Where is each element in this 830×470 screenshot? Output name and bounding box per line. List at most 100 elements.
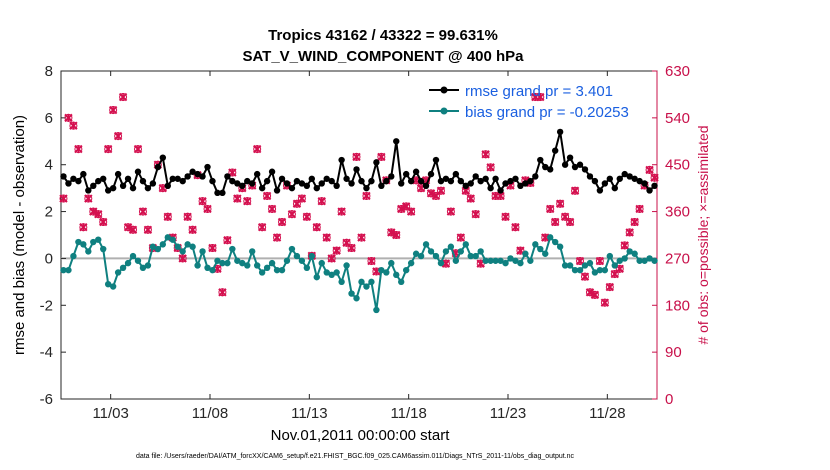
rmse-point [422,182,430,189]
rmse-point [234,180,241,187]
rmse-point [497,187,504,194]
bias-point [239,259,246,267]
y-tick-right-label: 180 [665,297,690,314]
bias-point [561,262,569,269]
rmse-point [134,168,142,175]
bias-point [293,252,301,260]
rmse-point [109,184,117,192]
y-tick-left-label: 8 [45,63,53,80]
bias-point [328,271,335,279]
bias-point [75,238,82,246]
obs-assimilated-point [322,233,331,242]
rmse-point [492,175,499,182]
obs-assimilated-point [74,144,83,154]
obs-assimilated-point [287,209,297,219]
y-tick-right-label: 540 [665,110,690,127]
rmse-point [288,184,296,192]
bias-point [457,248,465,255]
bias-point [114,269,122,276]
obs-assimilated-point [426,189,436,198]
bias-point [313,273,320,281]
rmse-point [542,163,549,171]
rmse-point [298,180,306,187]
bias-point [100,245,107,253]
bias-point [447,243,455,250]
obs-assimilated-point [511,222,520,232]
obs-assimilated-point [89,207,98,216]
bias-point [522,250,529,257]
rmse-point [596,187,604,194]
rmse-point [561,161,569,168]
obs-assimilated-point [456,233,466,242]
rmse-point [378,182,385,189]
bias-point [199,248,206,255]
obs-assimilated-point [645,165,654,175]
obs-assimilated-point [198,196,207,206]
rmse-point [114,170,122,178]
obs-assimilated-point [486,163,495,172]
bias-point [234,257,241,264]
bias-point [159,241,167,248]
bias-point [194,262,201,269]
y-tick-left-label: 2 [45,204,53,221]
chart-title-line1: Tropics 43162 / 43322 = 99.631% [268,27,498,44]
bias-point [532,241,539,248]
obs-assimilated-point [362,191,371,201]
obs-assimilated-point [466,194,475,203]
rmse-point [333,182,340,189]
obs-assimilated-point [99,217,108,227]
bias-point [378,266,385,274]
bias-point [467,252,474,260]
rmse-point [402,170,410,178]
rmse-point [606,175,614,182]
rmse-point [249,180,256,187]
obs-assimilated-point [625,228,634,237]
bias-point [80,241,87,248]
y-tick-left-label: -2 [40,297,53,314]
rmse-point [219,189,226,197]
x-tick-label: 11/23 [490,405,526,422]
bias-point [229,245,236,253]
bias-point [547,234,554,241]
rmse-point [437,177,445,185]
bias-point [407,259,415,267]
rmse-point [616,175,623,182]
obs-assimilated-point [575,256,585,266]
chart-title-line2: SAT_V_WIND_COMPONENT @ 400 hPa [242,48,524,65]
bias-point [586,259,594,267]
obs-assimilated-point [252,144,262,154]
obs-assimilated-point [541,233,550,242]
bias-point [343,262,350,269]
rmse-point [547,166,554,173]
obs-assimilated-point [570,186,580,195]
x-tick-label: 11/28 [589,405,625,422]
bias-point [253,262,261,269]
rmse-point [556,128,564,136]
rmse-point [189,168,196,175]
rmse-point [601,180,609,187]
obs-assimilated-point [635,204,644,214]
rmse-point [139,177,147,185]
rmse-point [204,163,211,171]
rmse-point [432,156,440,164]
bias-point [368,278,375,286]
rmse-point [258,184,266,192]
bias-point [393,271,400,279]
bias-point [616,257,623,264]
bias-point [308,252,316,260]
bias-point [512,257,519,264]
y-tick-left-label: 0 [45,250,53,267]
rmse-point [144,184,152,192]
bias-point [278,266,286,274]
rmse-point [477,177,484,185]
rmse-point [348,180,355,187]
bias-point [571,266,579,274]
rmse-point [75,177,82,185]
bias-point [566,262,574,269]
rmse-point [313,184,320,192]
bias-point [373,306,380,314]
bias-point [124,259,132,267]
rmse-point [398,180,405,187]
rmse-point [283,180,291,187]
bias-point [442,248,450,255]
